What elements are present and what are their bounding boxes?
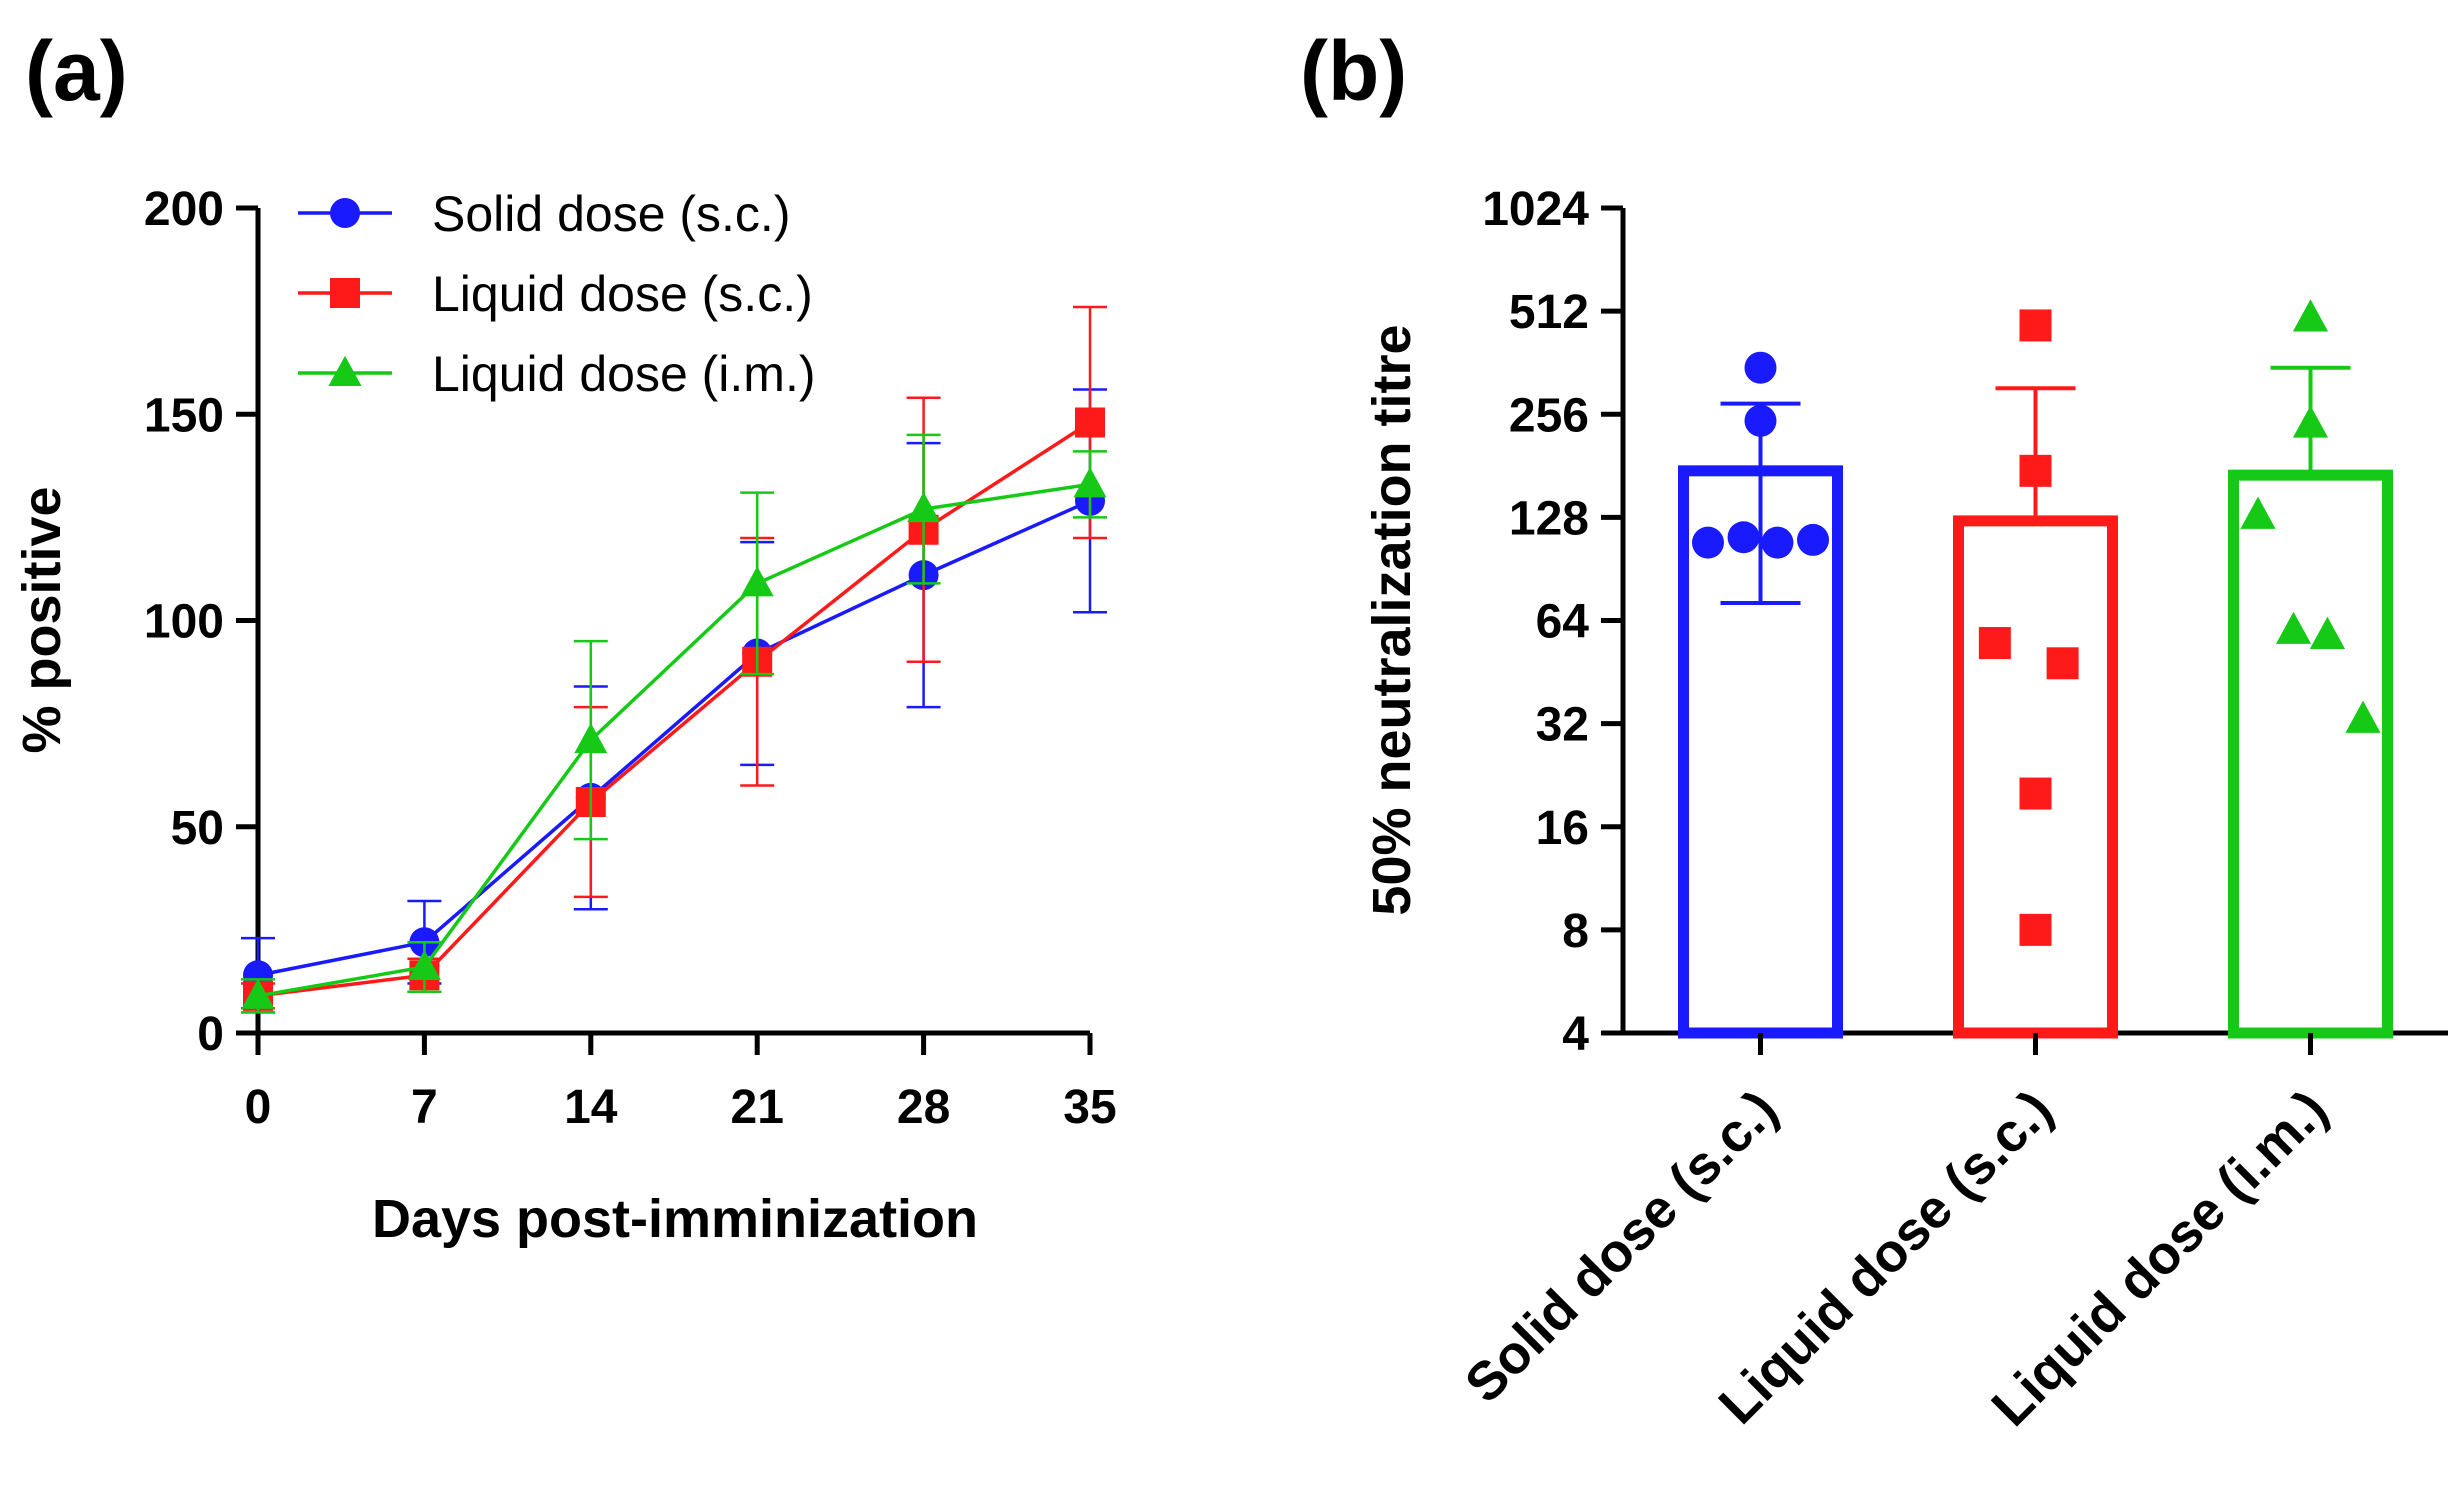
chart-b-y-tick-label: 32 bbox=[1536, 699, 1589, 752]
chart-b-data-point bbox=[1761, 526, 1794, 559]
chart-a-legend-label: Liquid dose (i.m.) bbox=[432, 346, 816, 402]
chart-a-data-point bbox=[907, 491, 941, 523]
chart-b-data-point bbox=[2240, 496, 2276, 529]
chart-b-data-point bbox=[1744, 351, 1777, 384]
chart-a-y-tick-label: 100 bbox=[144, 596, 224, 649]
chart-b-y-tick-label: 4 bbox=[1562, 1008, 1589, 1061]
chart-b-bars bbox=[1678, 299, 2393, 1039]
chart-b-y-tick-label: 1024 bbox=[1482, 183, 1589, 236]
chart-a-series-line bbox=[257, 421, 1091, 998]
chart-b-y-tick-label: 64 bbox=[1536, 596, 1590, 649]
chart-b-y-title: 50% neutralization titre bbox=[1362, 324, 1422, 915]
panel-a-label: (a) bbox=[25, 24, 128, 118]
chart-a-legend-label: Solid dose (s.c.) bbox=[432, 186, 790, 242]
chart-b-data-point bbox=[2309, 616, 2346, 649]
chart-b-data-point bbox=[2046, 647, 2079, 680]
chart-b-bar bbox=[2228, 469, 2393, 1039]
chart-a-y-tick-label: 200 bbox=[144, 183, 224, 236]
chart-a-legend-marker bbox=[330, 198, 360, 228]
chart-a-data-point bbox=[407, 949, 441, 980]
chart-a-data-point bbox=[740, 566, 774, 597]
chart-a-y-tick-label: 0 bbox=[197, 1008, 224, 1061]
chart-a-legend: Solid dose (s.c.) Liquid dose (s.c.) Liqui… bbox=[298, 186, 816, 402]
chart-b-data-point bbox=[1797, 523, 1830, 556]
chart-a-x-tick-label: 7 bbox=[411, 1081, 438, 1134]
chart-b-neutralization-titre: 50% neutralization titre 1024 512 256 128 64… bbox=[1362, 183, 2448, 1438]
chart-a-y-tick-label: 150 bbox=[144, 389, 224, 442]
chart-b-y-tick-label: 16 bbox=[1536, 802, 1589, 855]
chart-b-bar-group-1 bbox=[1953, 309, 2118, 1039]
chart-b-data-point bbox=[2019, 777, 2052, 810]
chart-a-series-line bbox=[257, 482, 1091, 998]
chart-a-data-point bbox=[574, 722, 608, 754]
chart-a-y-title: % positive bbox=[12, 486, 72, 753]
chart-b-data-point bbox=[1691, 526, 1724, 559]
chart-b-bar-group-0 bbox=[1678, 351, 1843, 1039]
chart-a-x-ticks: 0 7 14 21 28 35 bbox=[245, 1033, 1117, 1134]
chart-a-series-0 bbox=[241, 388, 1107, 1014]
chart-a-series-line bbox=[257, 499, 1091, 977]
chart-b-data-point bbox=[2019, 454, 2052, 487]
chart-b-data-point bbox=[2292, 299, 2329, 332]
chart-a-y-tick-label: 50 bbox=[171, 802, 224, 855]
chart-a-legend-marker bbox=[328, 355, 362, 386]
chart-b-bar bbox=[1953, 515, 2118, 1039]
chart-b-data-point bbox=[1727, 521, 1760, 554]
chart-a-series bbox=[241, 305, 1107, 1014]
chart-b-data-point bbox=[2019, 913, 2052, 946]
chart-b-data-point bbox=[2345, 700, 2381, 733]
chart-a-y-ticks: 0 50 100 150 200 bbox=[144, 183, 258, 1061]
chart-a-series-1 bbox=[241, 305, 1107, 1011]
chart-b-x-ticks: Solid dose (s.c.)Liquid dose (s.c.)Liqui… bbox=[1454, 1033, 2339, 1438]
chart-a-data-point bbox=[1073, 467, 1107, 498]
chart-a-x-tick-label: 21 bbox=[731, 1081, 784, 1134]
chart-b-data-point bbox=[2019, 309, 2052, 342]
chart-a-legend-label: Liquid dose (s.c.) bbox=[432, 266, 813, 322]
chart-b-data-point bbox=[1978, 627, 2011, 660]
chart-a-x-tick-label: 28 bbox=[897, 1081, 950, 1134]
chart-b-data-point bbox=[1744, 404, 1777, 437]
chart-a-x-tick-label: 35 bbox=[1063, 1081, 1116, 1134]
chart-a-x-tick-label: 0 bbox=[245, 1081, 272, 1134]
chart-a-x-tick-label: 14 bbox=[564, 1081, 618, 1134]
chart-b-bar-group-2 bbox=[2228, 299, 2393, 1039]
chart-a-legend-marker bbox=[330, 278, 360, 308]
chart-a-percent-positive: % positive Days post-imminization 0 50 100… bbox=[12, 183, 1117, 1249]
chart-b-data-point bbox=[2292, 405, 2329, 438]
chart-a-data-point bbox=[241, 978, 275, 1009]
chart-b-y-tick-label: 512 bbox=[1509, 286, 1589, 339]
chart-b-y-ticks: 1024 512 256 128 64 32 16 8 4 bbox=[1482, 183, 1623, 1061]
panel-b-label: (b) bbox=[1300, 24, 1407, 118]
chart-b-y-tick-label: 128 bbox=[1509, 492, 1589, 545]
chart-a-data-point bbox=[1075, 407, 1105, 438]
chart-a-series-2 bbox=[241, 433, 1107, 1014]
chart-b-y-tick-label: 8 bbox=[1562, 905, 1589, 958]
chart-b-data-point bbox=[2275, 611, 2312, 644]
chart-b-y-tick-label: 256 bbox=[1509, 389, 1589, 442]
chart-a-x-title: Days post-imminization bbox=[372, 1189, 978, 1249]
